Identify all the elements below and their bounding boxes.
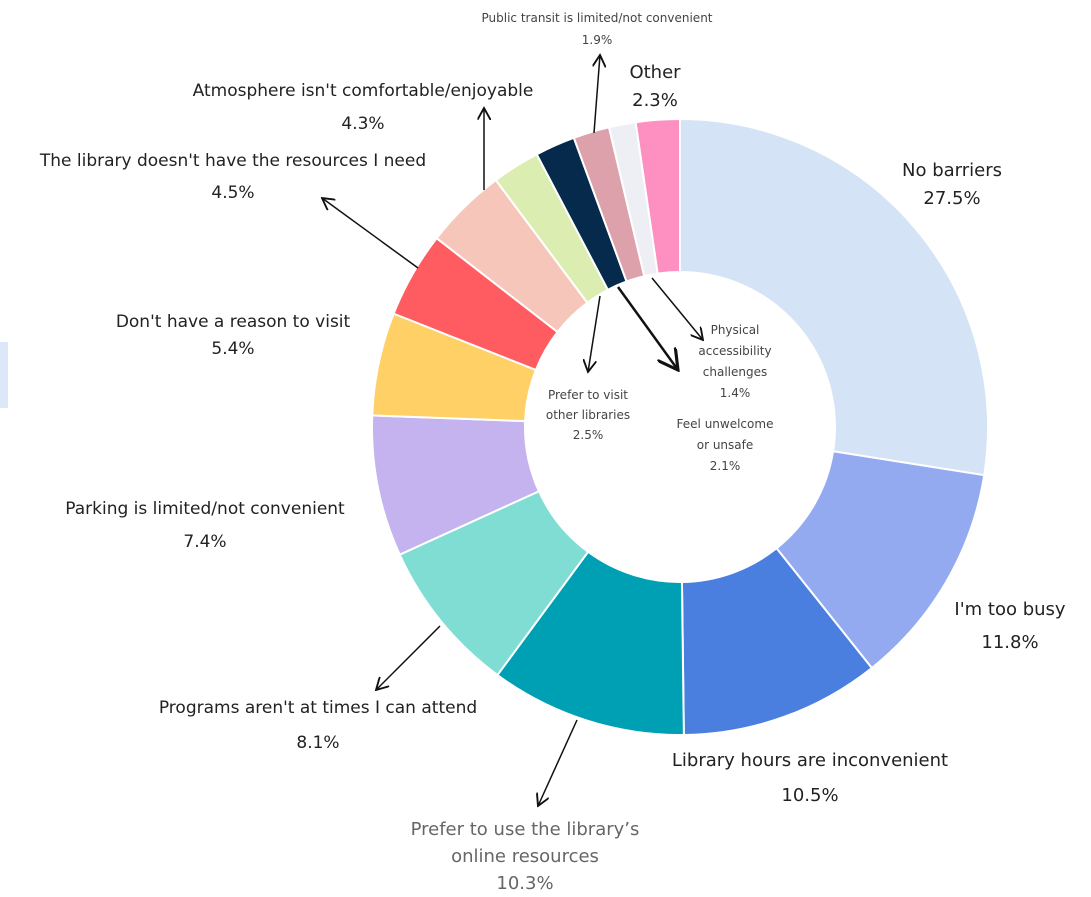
value-label: 4.5% [211,183,255,203]
segment-label: I'm too busy 11.8% [935,593,1085,659]
category-label: Public transit is limited/not convenient [481,11,713,25]
segment-label: Atmosphere isn't comfortable/enjoyable 4.… [153,75,573,141]
arrow [588,295,601,372]
value-label: 10.5% [781,785,839,806]
segments [371,117,989,736]
value-label: 1.4% [719,386,751,400]
category-label: Parking is limited/not convenient [65,499,345,519]
category-label: Other [629,62,681,83]
value-label: 7.4% [183,532,227,552]
category-label: Prefer to use the library’s online resou… [410,819,640,867]
category-label: Don't have a reason to visit [115,312,351,332]
segment-label: Library hours are inconvenient 10.5% [640,743,980,813]
segment-label: No barriers 27.5% [852,157,1052,213]
arrow [538,719,578,806]
arrow [594,55,600,134]
arrow [376,625,441,690]
segment-label: Parking is limited/not convenient 7.4% [25,493,385,559]
segment-label: The library doesn't have the resources I… [0,145,468,209]
category-label: No barriers [902,160,1002,181]
value-label: 11.8% [981,632,1039,653]
category-label: Prefer to visit other libraries [545,388,631,422]
category-label: Feel unwelcome or unsafe [676,417,774,452]
segment [634,117,681,275]
arrow [616,286,678,370]
segment-label: Public transit is limited/not convenient… [437,7,757,51]
category-label: Physical accessibility challenges [698,323,772,379]
arrow [651,277,703,340]
category-label: I'm too busy [954,599,1066,620]
value-label: 2.1% [709,459,741,473]
category-label: The library doesn't have the resources I… [39,151,427,171]
value-label: 27.5% [923,188,981,209]
value-label: 2.5% [572,428,604,442]
value-label: 8.1% [296,733,340,753]
arrow [322,198,419,269]
segment-label: Other 2.3% [615,59,695,115]
value-label: 4.3% [341,114,385,134]
segment-label: Physical accessibility challenges 1.4% [688,320,783,404]
segment-label: Prefer to visit other libraries 2.5% [533,385,643,445]
value-label: 10.3% [496,873,554,894]
segment [679,117,989,477]
segment-label: Feel unwelcome or unsafe 2.1% [669,414,781,477]
segment-label: Prefer to use the library’s online resou… [385,816,665,897]
side-tab [0,342,8,408]
arrows [322,55,703,806]
category-label: Atmosphere isn't comfortable/enjoyable [192,81,534,101]
segment-label: Don't have a reason to visit 5.4% [83,309,383,363]
category-label: Programs aren't at times I can attend [158,698,478,718]
value-label: 5.4% [211,339,255,359]
value-label: 1.9% [581,33,613,47]
value-label: 2.3% [632,90,678,111]
segment-label: Programs aren't at times I can attend 8.1… [118,691,518,761]
category-label: Library hours are inconvenient [671,750,949,771]
